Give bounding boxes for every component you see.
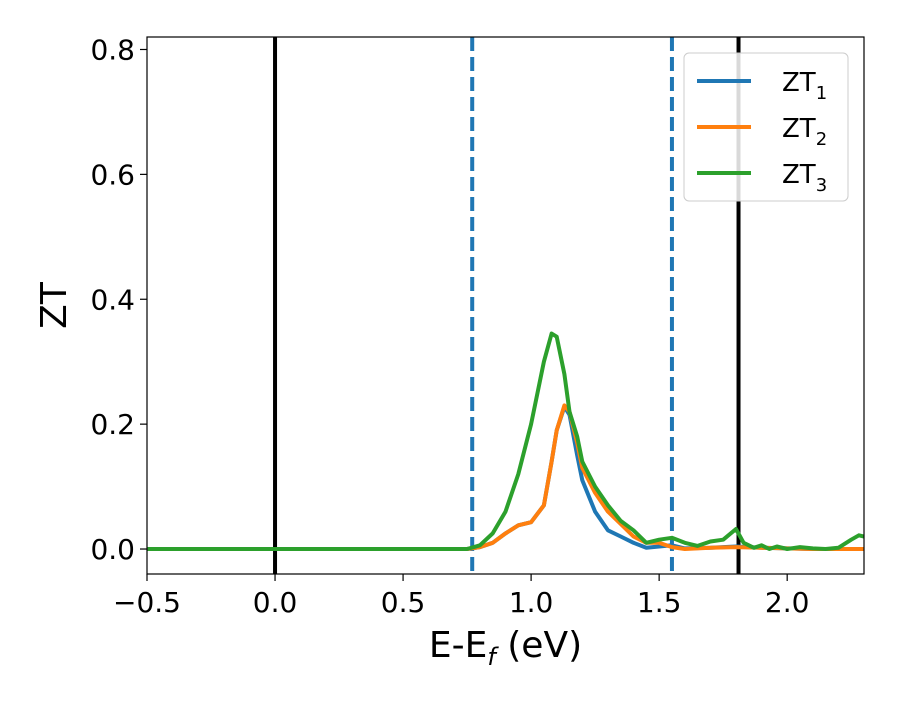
- x-axis-label-main: E-E: [429, 625, 487, 666]
- legend-box: [683, 52, 849, 202]
- y-tick-label: 0.0: [90, 533, 135, 566]
- plot-frame: [146, 36, 865, 575]
- y-axis-label: ZT: [34, 281, 75, 329]
- x-axis-label: E-Ef (eV): [429, 625, 582, 671]
- y-tick-label: 0.6: [90, 158, 135, 191]
- y-tick-label: 0.4: [90, 283, 135, 316]
- y-tick-label: 0.8: [90, 33, 135, 66]
- series-line-zt3: [147, 331, 864, 551]
- reference-lines: [273, 37, 741, 574]
- x-tick-label: 1.0: [509, 586, 554, 619]
- y-tick-label: 0.2: [90, 408, 135, 441]
- series-line-zt1: [147, 404, 864, 551]
- legend-label-zt1: ZT1: [782, 68, 827, 104]
- series-line-zt2: [147, 403, 864, 551]
- x-tick-label: 0.0: [253, 586, 298, 619]
- legend: ZT1 ZT2 ZT3: [683, 52, 849, 202]
- y-axis-ticks: 0.0 0.2 0.4 0.6 0.8: [90, 33, 147, 566]
- x-axis-label-unit: (eV): [496, 625, 582, 666]
- x-tick-label: 0.5: [381, 586, 426, 619]
- legend-label-zt2: ZT2: [782, 114, 827, 150]
- x-tick-label: 2.0: [765, 586, 810, 619]
- series-lines: [147, 331, 864, 551]
- legend-label-zt3: ZT3: [782, 160, 827, 196]
- x-tick-label: −0.5: [113, 586, 181, 619]
- x-tick-label: 1.5: [637, 586, 682, 619]
- x-axis-ticks: −0.5 0.0 0.5 1.0 1.5 2.0: [113, 574, 809, 619]
